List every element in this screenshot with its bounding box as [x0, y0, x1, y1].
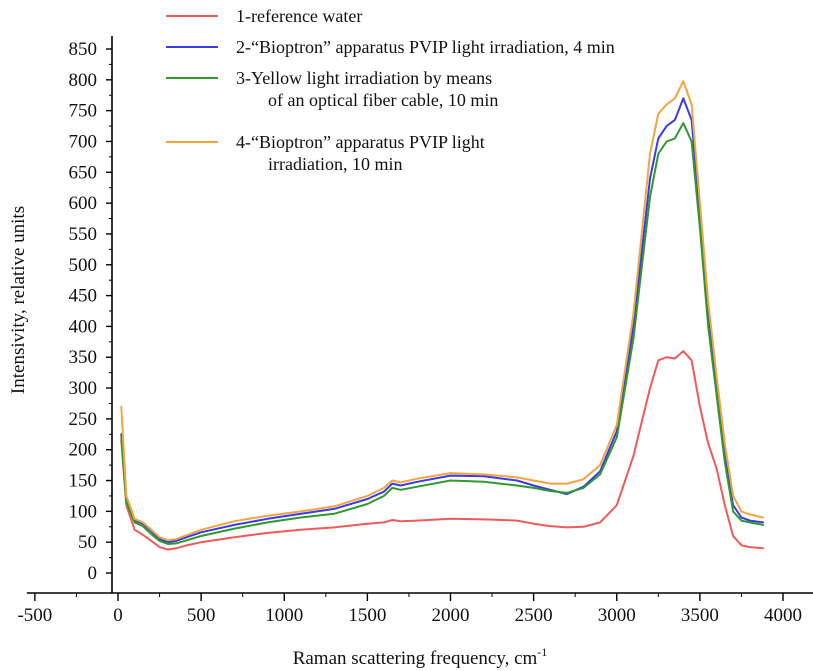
- x-tick-label: 3000: [598, 605, 636, 626]
- y-tick-label: 550: [69, 224, 98, 245]
- y-tick-label: 850: [69, 39, 98, 60]
- y-tick-label: 300: [69, 378, 98, 399]
- y-tick-label: 450: [69, 286, 98, 307]
- x-tick-label: 1500: [348, 605, 386, 626]
- y-tick-label: 100: [69, 501, 98, 522]
- y-tick-label: 650: [69, 162, 98, 183]
- series-line-2: [120, 97, 764, 544]
- legend-label-3: 3-Yellow light irradiation by means: [236, 68, 492, 88]
- x-tick-label: 0: [113, 605, 123, 626]
- series-line-4: [120, 80, 764, 542]
- y-axis-title: Intensivity, relative units: [8, 206, 29, 394]
- tick-labels: -500 0 500 1000 1500 2000 2500 3000 3500 4000 0 50 1…: [17, 39, 802, 626]
- legend-label-1: 1-reference water: [236, 6, 362, 26]
- x-axis-title-superscript: -1: [537, 645, 547, 659]
- y-tick-label: 50: [78, 532, 97, 553]
- plot-lines: [120, 80, 764, 551]
- y-tick-label: 200: [69, 440, 98, 461]
- x-tick-label: 3500: [681, 605, 719, 626]
- y-tick-label: 800: [69, 70, 98, 91]
- legend: 1-reference water 2-“Bioptron” apparatus …: [166, 6, 615, 174]
- y-tick-label: 500: [69, 255, 98, 276]
- x-tick-label: 2500: [515, 605, 553, 626]
- y-tick-label: 150: [69, 471, 98, 492]
- y-tick-label: 600: [69, 193, 98, 214]
- x-tick-label: 500: [187, 605, 216, 626]
- axes: [26, 36, 813, 601]
- legend-label-4: irradiation, 10 min: [268, 154, 402, 174]
- y-tick-label: 700: [69, 131, 98, 152]
- x-tick-label: 2000: [432, 605, 470, 626]
- y-tick-label: 250: [69, 409, 98, 430]
- x-tick-label: 4000: [764, 605, 802, 626]
- x-axis-title: Raman scattering frequency, cm-1: [293, 645, 548, 669]
- legend-label-4: 4-“Bioptron” apparatus PVIP light: [236, 132, 485, 152]
- x-tick-label: 1000: [265, 605, 303, 626]
- legend-label-3: of an optical fiber cable, 10 min: [268, 90, 498, 110]
- x-axis-title-text: Raman scattering frequency, cm: [293, 648, 538, 669]
- y-tick-label: 350: [69, 347, 98, 368]
- series-line-3: [120, 122, 764, 545]
- y-tick-label: 0: [88, 563, 98, 584]
- x-tick-label: -500: [17, 605, 52, 626]
- y-tick-label: 400: [69, 316, 98, 337]
- y-tick-label: 750: [69, 101, 98, 122]
- series-line-1: [120, 350, 764, 551]
- legend-label-2: 2-“Bioptron” apparatus PVIP light irradi…: [236, 37, 615, 57]
